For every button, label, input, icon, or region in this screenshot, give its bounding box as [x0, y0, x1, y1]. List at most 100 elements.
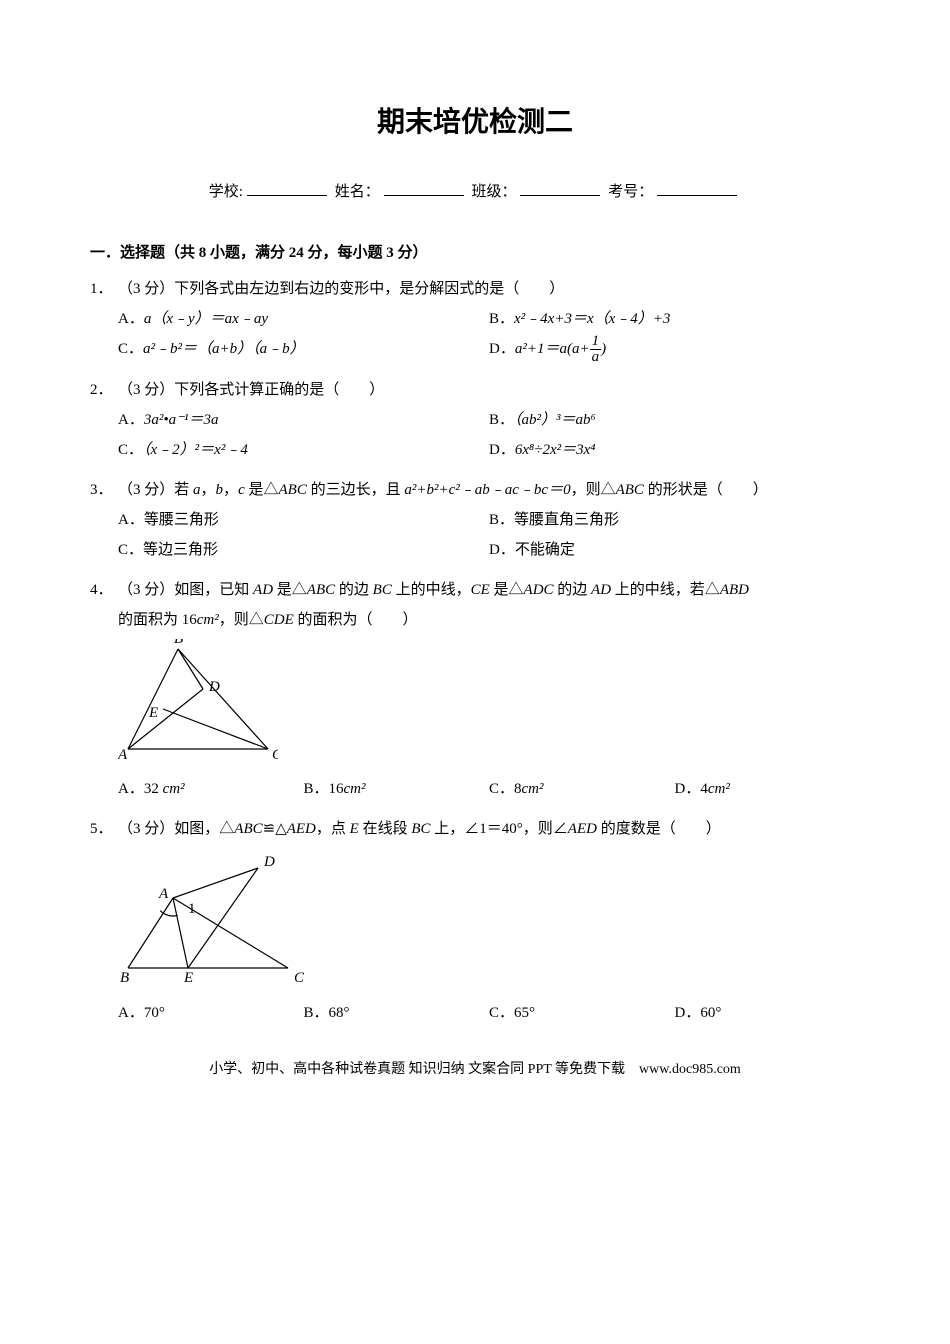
- q2-option-a: A．3a²•a⁻¹＝3a: [118, 405, 489, 435]
- q4-ABD: ABD: [720, 582, 749, 598]
- q1-d-pre: a²+1＝a(a+: [515, 341, 590, 357]
- q4-d-pre: D．4: [675, 781, 708, 797]
- q1-d-frac: 1a: [590, 334, 602, 365]
- question-3: 3． （3 分）若 a，b，c 是△ABC 的三边长，且 a²+b²+c²﹣ab…: [90, 475, 860, 565]
- q3-eq: a²+b²+c²﹣ab﹣ac﹣bc＝0: [404, 482, 570, 498]
- svg-text:D: D: [208, 679, 220, 695]
- q5-m4: 上，∠1＝40°，则∠: [431, 821, 568, 837]
- question-2: 2． （3 分）下列各式计算正确的是（ ） A．3a²•a⁻¹＝3a B．（ab…: [90, 375, 860, 465]
- q1-option-c: C．a²﹣b²＝（a+b）（a﹣b）: [118, 334, 489, 365]
- svg-text:1: 1: [188, 901, 196, 917]
- q1-stem: 下列各式由左边到右边的变形中，是分解因式的是（ ）: [174, 281, 564, 297]
- q2-b-label: B．: [489, 412, 514, 428]
- q5-option-a: A．70°: [118, 998, 304, 1028]
- q3-m4: 的三边长，且: [307, 482, 405, 498]
- svg-text:B: B: [120, 970, 129, 983]
- q2-a-label: A．: [118, 412, 144, 428]
- q4-CE: CE: [471, 582, 490, 598]
- q5-option-c: C．65°: [489, 998, 675, 1028]
- q4-ABC: ABC: [307, 582, 335, 598]
- q5-number: 5．: [90, 814, 118, 844]
- q4-option-a: A．32 cm²: [118, 774, 304, 804]
- q4-b-unit: cm²: [344, 781, 366, 797]
- q4-b-pre: B．16: [304, 781, 344, 797]
- svg-text:C: C: [294, 970, 305, 983]
- svg-text:E: E: [148, 705, 158, 721]
- q4-m1: 是△: [273, 582, 307, 598]
- q3-m2: ，: [223, 482, 238, 498]
- q4-m4: 是△: [490, 582, 524, 598]
- student-info-line: 学校: 姓名： 班级： 考号：: [90, 180, 860, 201]
- q4-l2-post: 的面积为（ ）: [294, 612, 418, 628]
- name-blank: [384, 195, 464, 196]
- q3-post: 的形状是（ ）: [644, 482, 768, 498]
- q3-pre: 若: [174, 482, 193, 498]
- q5-AED2: AED: [568, 821, 597, 837]
- q4-a-pre: A．32: [118, 781, 163, 797]
- q1-d-frac-den: a: [590, 350, 602, 365]
- q5-points: （3 分）: [118, 821, 174, 837]
- q5-AED: AED: [287, 821, 316, 837]
- q3-m1: ，: [201, 482, 216, 498]
- q4-l2-mid: ，则△: [219, 612, 264, 628]
- q2-d-math: 6x⁸÷2x²＝3x⁴: [515, 442, 596, 458]
- q1-option-a: A．a（x﹣y）＝ax﹣ay: [118, 304, 489, 334]
- q1-a-label: A．: [118, 311, 144, 327]
- q3-b: b: [216, 482, 224, 498]
- q5-E: E: [350, 821, 359, 837]
- q1-option-b: B．x²﹣4x+3＝x（x﹣4）+3: [489, 304, 860, 334]
- q2-a-math: 3a²•a⁻¹＝3a: [144, 412, 219, 428]
- q4-c-pre: C．8: [489, 781, 522, 797]
- q1-d-post: ): [601, 341, 606, 357]
- svg-text:D: D: [263, 854, 275, 870]
- svg-text:C: C: [272, 747, 278, 759]
- q3-option-d: D．不能确定: [489, 535, 860, 565]
- q2-c-math: （x﹣2）²＝x²﹣4: [143, 442, 248, 458]
- q4-m3: 上的中线，: [392, 582, 471, 598]
- q2-c-label: C．: [118, 442, 143, 458]
- q4-AD2: AD: [591, 582, 611, 598]
- q1-b-label: B．: [489, 311, 514, 327]
- q2-points: （3 分）: [118, 382, 174, 398]
- question-5: 5． （3 分）如图，△ABC≌△AED，点 E 在线段 BC 上，∠1＝40°…: [90, 814, 860, 1028]
- q1-points: （3 分）: [118, 281, 174, 297]
- svg-text:B: B: [174, 639, 183, 647]
- q2-b-math: （ab²）³＝ab⁶: [514, 412, 596, 428]
- q3-a: a: [193, 482, 201, 498]
- svg-text:A: A: [118, 747, 128, 759]
- q2-number: 2．: [90, 375, 118, 405]
- q3-option-c: C．等边三角形: [118, 535, 489, 565]
- class-label: 班级：: [471, 184, 516, 200]
- q4-CDE: CDE: [264, 612, 294, 628]
- q1-option-d: D．a²+1＝a(a+1a): [489, 334, 860, 365]
- class-blank: [520, 195, 600, 196]
- q1-b-math: x²﹣4x+3＝x（x﹣4）+3: [514, 311, 670, 327]
- q3-option-a: A．等腰三角形: [118, 505, 489, 535]
- q4-m5: 的边: [554, 582, 592, 598]
- name-label: 姓名：: [335, 184, 380, 200]
- q5-option-b: B．68°: [304, 998, 490, 1028]
- svg-text:A: A: [158, 886, 169, 902]
- q4-m2: 的边: [335, 582, 373, 598]
- q1-d-label: D．: [489, 341, 515, 357]
- school-blank: [247, 195, 327, 196]
- q3-ABC: ABC: [279, 482, 307, 498]
- q1-number: 1．: [90, 274, 118, 304]
- q5-pre: 如图，△: [174, 821, 234, 837]
- examno-label: 考号：: [608, 184, 653, 200]
- q5-option-d: D．60°: [675, 998, 861, 1028]
- question-4: 4． （3 分）如图，已知 AD 是△ABC 的边 BC 上的中线，CE 是△A…: [90, 575, 860, 804]
- page-footer: 小学、初中、高中各种试卷真题 知识归纳 文案合同 PPT 等免费下载 www.d…: [90, 1058, 860, 1078]
- q4-option-d: D．4cm²: [675, 774, 861, 804]
- q3-ABC2: ABC: [616, 482, 644, 498]
- q4-ADC: ADC: [524, 582, 554, 598]
- q3-option-b: B．等腰直角三角形: [489, 505, 860, 535]
- q4-a-unit: cm²: [163, 781, 185, 797]
- q4-points: （3 分）: [118, 582, 174, 598]
- q5-figure: ABCDE1: [118, 848, 860, 994]
- section-1-header: 一．选择题（共 8 小题，满分 24 分，每小题 3 分）: [90, 241, 860, 262]
- q2-stem: 下列各式计算正确的是（ ）: [174, 382, 384, 398]
- q1-c-label: C．: [118, 341, 143, 357]
- q4-c-unit: cm²: [522, 781, 544, 797]
- q5-m2: ，点: [316, 821, 350, 837]
